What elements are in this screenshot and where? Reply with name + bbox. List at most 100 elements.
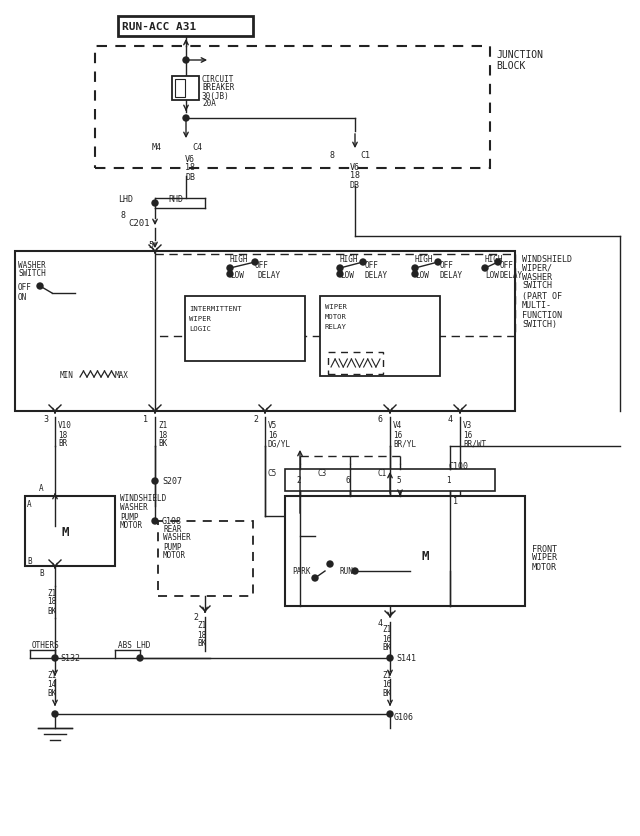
Text: MOTOR: MOTOR: [163, 551, 186, 560]
Text: JUNCTION: JUNCTION: [496, 50, 543, 60]
Text: WASHER: WASHER: [18, 260, 45, 269]
Bar: [25, 497, 115, 566]
Text: WASHER: WASHER: [120, 503, 148, 512]
Text: BR/YL: BR/YL: [393, 439, 416, 448]
Circle shape: [152, 478, 158, 484]
Text: B: B: [27, 556, 31, 565]
Text: WIPER: WIPER: [325, 303, 347, 309]
Circle shape: [52, 711, 58, 717]
Text: ON: ON: [18, 292, 28, 301]
Text: OFF: OFF: [365, 261, 379, 270]
Circle shape: [387, 655, 393, 661]
Text: DELAY: DELAY: [365, 270, 388, 279]
Text: RHD: RHD: [168, 196, 183, 204]
Circle shape: [137, 655, 143, 661]
Text: M: M: [421, 550, 429, 563]
Text: M: M: [61, 525, 68, 538]
Text: A: A: [27, 500, 31, 509]
Text: C4: C4: [192, 142, 202, 151]
Text: BLOCK: BLOCK: [496, 61, 525, 71]
Text: LOGIC: LOGIC: [189, 325, 211, 332]
Circle shape: [495, 260, 501, 266]
Circle shape: [412, 272, 418, 278]
Text: WIPER: WIPER: [189, 316, 211, 322]
Text: V3: V3: [463, 421, 472, 430]
Circle shape: [183, 58, 189, 64]
Text: V10: V10: [58, 421, 72, 430]
Text: 16: 16: [382, 680, 391, 689]
Text: MULTI-: MULTI-: [522, 301, 552, 310]
Text: Z1: Z1: [382, 624, 391, 634]
Bar: [185, 297, 305, 361]
Text: DELAY: DELAY: [500, 270, 523, 279]
Text: MOTOR: MOTOR: [325, 314, 347, 319]
Text: Z1: Z1: [158, 421, 167, 430]
Text: 18: 18: [350, 171, 360, 181]
Text: 16: 16: [382, 634, 391, 643]
Text: 18: 18: [58, 430, 67, 439]
Circle shape: [435, 260, 441, 266]
Text: V4: V4: [393, 421, 403, 430]
Text: 18: 18: [185, 163, 195, 172]
Text: V5: V5: [268, 421, 277, 430]
Text: LOW: LOW: [340, 270, 354, 279]
Text: PARK: PARK: [292, 567, 310, 576]
Text: WASHER: WASHER: [522, 273, 552, 281]
Text: M4: M4: [152, 142, 162, 151]
Text: 1: 1: [453, 497, 458, 506]
Text: WIPER/: WIPER/: [522, 263, 552, 273]
Text: G108: G108: [162, 517, 182, 526]
Text: BK: BK: [47, 606, 56, 614]
Text: 8: 8: [120, 210, 125, 219]
Text: SWITCH: SWITCH: [522, 281, 552, 290]
Text: 16: 16: [268, 430, 277, 439]
Text: RUN-ACC A31: RUN-ACC A31: [122, 22, 196, 32]
Circle shape: [252, 260, 258, 266]
Text: BK: BK: [197, 639, 206, 648]
Text: 18: 18: [47, 597, 56, 606]
Text: 8: 8: [330, 150, 335, 160]
Text: MIN: MIN: [60, 370, 74, 379]
Text: 14: 14: [47, 680, 56, 689]
Text: ABS LHD: ABS LHD: [118, 640, 150, 649]
Bar: [285, 497, 525, 606]
Circle shape: [337, 266, 343, 272]
Circle shape: [312, 575, 318, 581]
Text: BK: BK: [158, 439, 167, 448]
Text: 5: 5: [148, 240, 153, 249]
Text: LOW: LOW: [230, 270, 244, 279]
Circle shape: [412, 266, 418, 272]
Text: S207: S207: [162, 477, 182, 486]
Text: CIRCUIT: CIRCUIT: [202, 75, 234, 84]
Text: RELAY: RELAY: [325, 324, 347, 329]
Circle shape: [360, 260, 366, 266]
Text: HIGH: HIGH: [230, 255, 248, 264]
Text: REAR: REAR: [163, 524, 182, 533]
Text: 18: 18: [197, 630, 206, 639]
Bar: [328, 353, 383, 375]
Circle shape: [410, 537, 450, 576]
Text: C1: C1: [378, 469, 387, 478]
Text: 6: 6: [378, 414, 383, 423]
Text: 16: 16: [393, 430, 403, 439]
Text: BK: BK: [47, 689, 56, 698]
Circle shape: [227, 272, 233, 278]
Text: LHD: LHD: [118, 196, 133, 204]
Text: 16: 16: [463, 430, 472, 439]
Text: 1: 1: [446, 476, 451, 485]
Circle shape: [352, 568, 358, 574]
Text: DELAY: DELAY: [258, 270, 281, 279]
Text: BK: BK: [382, 689, 391, 698]
Text: Z1: Z1: [382, 670, 391, 680]
Text: WASHER: WASHER: [163, 533, 191, 542]
Text: C1: C1: [360, 150, 370, 160]
Text: RUN: RUN: [340, 567, 354, 576]
Text: WINDSHIELD: WINDSHIELD: [120, 494, 166, 503]
Text: SWITCH): SWITCH): [522, 319, 557, 328]
Bar: [175, 80, 185, 98]
Circle shape: [327, 561, 333, 568]
Text: OFF: OFF: [18, 283, 32, 291]
Text: B: B: [39, 568, 44, 577]
Text: BREAKER: BREAKER: [202, 84, 234, 93]
Text: BK: BK: [382, 643, 391, 652]
